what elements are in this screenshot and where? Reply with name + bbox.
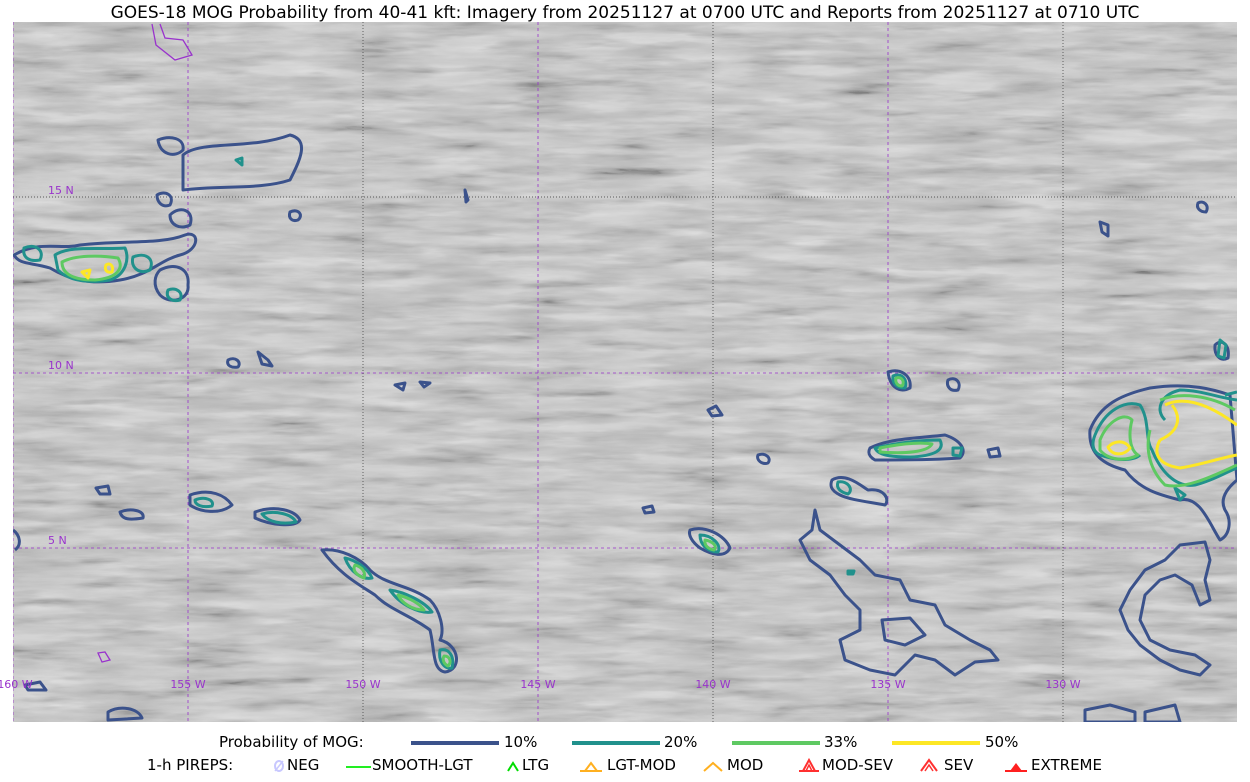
legend-line-20pct	[572, 741, 660, 745]
mog-contours	[13, 133, 1237, 722]
lon-label-135w: 135 W	[870, 678, 905, 691]
island-outline	[97, 651, 112, 663]
contour-20pct	[22, 156, 1237, 670]
neg-icon	[274, 760, 284, 772]
contour-50pct	[80, 262, 1237, 470]
lon-label-155w: 155 W	[170, 678, 205, 691]
legend-line-33pct	[732, 741, 820, 745]
mod-icon	[703, 761, 723, 772]
lon-label-160w: 160 W	[0, 678, 33, 691]
probability-legend-label: Probability of MOG:	[219, 733, 364, 751]
legend-label-50pct: 50%	[985, 733, 1019, 751]
pirep-label-lgt-mod: LGT-MOD	[607, 756, 676, 774]
mod-sev-icon	[799, 757, 819, 772]
lat-label-10n: 10 N	[48, 359, 74, 372]
lon-label-145w: 145 W	[520, 678, 555, 691]
pirep-label-extreme: EXTREME	[1031, 756, 1102, 774]
lat-label-5n: 5 N	[48, 534, 67, 547]
sev-icon	[920, 758, 938, 772]
chart-title: GOES-18 MOG Probability from 40-41 kft: …	[110, 3, 1140, 23]
contour-10pct	[13, 133, 1237, 722]
legend-line-10pct	[411, 741, 499, 745]
legend-label-20pct: 20%	[664, 733, 698, 751]
legend-label-33pct: 33%	[824, 733, 858, 751]
lgt-mod-icon	[580, 761, 602, 772]
pirep-label-sev: SEV	[944, 756, 974, 774]
longitude-labels: 160 W 155 W 150 W 145 W 140 W 135 W 130 …	[0, 678, 1081, 691]
contour-33pct	[60, 254, 1237, 668]
pirep-label-ltg: LTG	[522, 756, 550, 774]
legend-label-10pct: 10%	[504, 733, 538, 751]
pirep-label-mod-sev: MOD-SEV	[822, 756, 893, 774]
satellite-imagery	[13, 22, 1237, 722]
latitude-labels: 15 N 10 N 5 N	[48, 184, 74, 547]
hawaii-coastline	[151, 23, 193, 61]
ltg-icon	[507, 761, 519, 772]
pirep-label-mod: MOD	[727, 756, 764, 774]
lon-label-130w: 130 W	[1045, 678, 1080, 691]
pirep-label-neg: NEG	[287, 756, 320, 774]
lon-label-140w: 140 W	[695, 678, 730, 691]
legend-line-50pct	[892, 741, 980, 745]
lat-label-15n: 15 N	[48, 184, 74, 197]
pireps-legend-label: 1-h PIREPS:	[147, 756, 234, 774]
lon-label-150w: 150 W	[345, 678, 380, 691]
extreme-icon	[1005, 763, 1027, 772]
graticule	[13, 22, 1237, 722]
smooth-lgt-icon	[346, 766, 371, 768]
pirep-label-smooth-lgt: SMOOTH-LGT	[372, 756, 473, 774]
